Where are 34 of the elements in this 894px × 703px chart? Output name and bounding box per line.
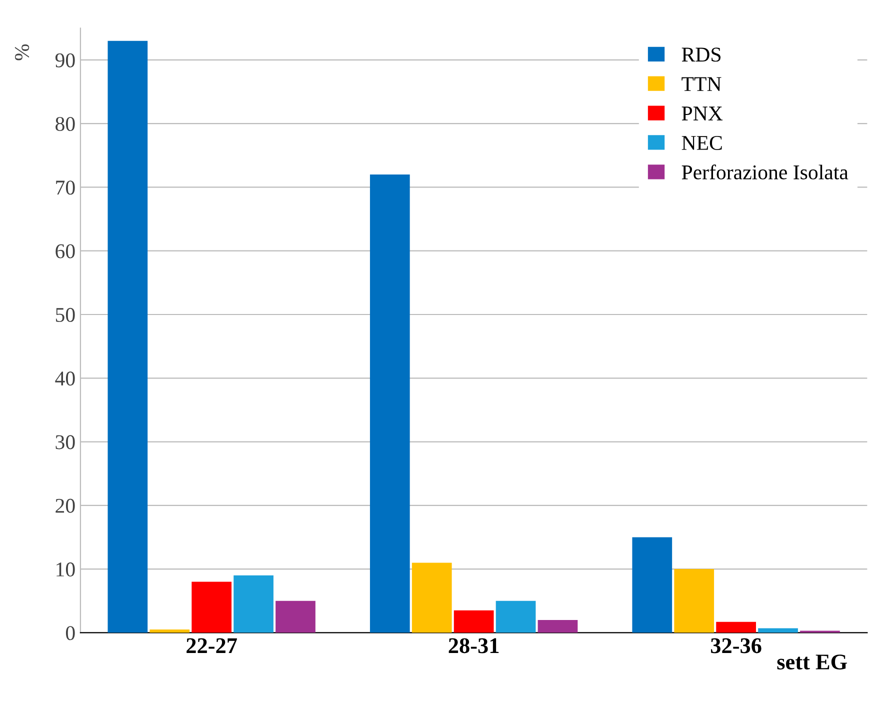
x-tick-label: 28-31 — [448, 638, 499, 654]
y-tick-label: 80 — [56, 116, 75, 132]
y-tick-label: 70 — [56, 180, 75, 195]
y-tick-label: 20 — [56, 498, 75, 513]
bar — [276, 600, 316, 633]
bar — [192, 582, 232, 633]
y-axis-title: % — [14, 44, 30, 60]
x-axis-title: sett EG — [777, 654, 847, 670]
bar — [496, 600, 536, 633]
legend-label: RDS — [682, 48, 720, 62]
y-tick-label: 90 — [55, 53, 75, 68]
x-tick-label: 22-27 — [186, 638, 237, 653]
legend-label: PNX — [682, 106, 723, 120]
y-tick-label: 30 — [56, 435, 75, 450]
bar — [150, 630, 190, 633]
legend-label: Perforazione Isolata — [682, 164, 848, 180]
y-tick-label: 60 — [56, 244, 75, 258]
bar — [412, 562, 452, 633]
bar — [234, 575, 274, 633]
y-tick-label: 40 — [55, 372, 75, 386]
bar — [758, 628, 798, 633]
bar — [674, 569, 714, 633]
y-tick-label: 0 — [66, 626, 75, 640]
bar — [370, 174, 410, 633]
y-tick-label: 50 — [56, 308, 75, 322]
bar — [538, 620, 578, 633]
x-tick-label: 32-36 — [710, 638, 762, 654]
y-tick-label: 10 — [56, 562, 75, 576]
bar — [716, 622, 756, 633]
legend-label: TTN — [682, 77, 722, 91]
bar — [108, 40, 148, 633]
bar — [454, 610, 494, 633]
bar — [632, 537, 672, 633]
legend-label: NEC — [682, 136, 722, 150]
